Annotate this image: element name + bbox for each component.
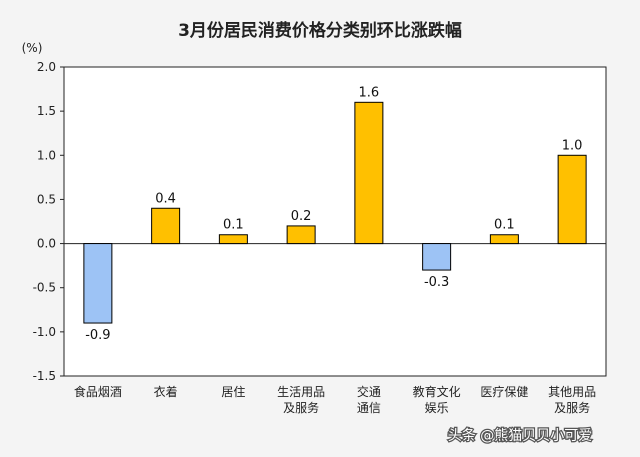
data-label: 0.1 xyxy=(223,218,244,233)
plot-area xyxy=(63,66,607,377)
data-label: -0.9 xyxy=(85,328,110,343)
bar xyxy=(489,234,519,245)
category-label: 居住 xyxy=(221,385,245,399)
bar xyxy=(557,154,587,245)
y-tick-label: 0.5 xyxy=(37,192,56,206)
data-label: 0.1 xyxy=(494,218,515,233)
y-tick-label: 2.0 xyxy=(37,60,56,74)
bar xyxy=(151,207,181,245)
category-label: 及服务 xyxy=(283,400,319,415)
y-tick-label: -1.5 xyxy=(33,369,56,383)
y-tick-label: 0.0 xyxy=(37,237,56,251)
bar xyxy=(286,225,316,245)
category-label: 及服务 xyxy=(554,400,590,415)
watermark-text: 头条 @熊猫贝贝小可爱 xyxy=(448,427,592,444)
data-label: 0.4 xyxy=(155,191,176,206)
y-tick-label: -0.5 xyxy=(33,281,56,295)
y-tick-label: 1.0 xyxy=(37,148,56,162)
category-label: 交通 xyxy=(357,384,381,399)
bar xyxy=(83,243,113,324)
bar xyxy=(354,101,384,245)
bar xyxy=(422,243,452,271)
data-label: 0.2 xyxy=(291,209,312,224)
data-label: 1.6 xyxy=(359,85,380,100)
chart-title: 3月份居民消费价格分类别环比涨跌幅 xyxy=(178,20,462,41)
watermark: 头条 @熊猫贝贝小可爱 xyxy=(447,426,594,446)
data-label: 1.0 xyxy=(562,138,583,153)
y-axis-unit: (%) xyxy=(22,41,43,55)
category-label: 食品烟酒 xyxy=(74,384,122,399)
category-label: 生活用品 xyxy=(277,385,325,399)
y-tick-label: 1.5 xyxy=(37,104,56,118)
y-tick-label: -1.0 xyxy=(33,325,56,339)
category-label: 其他用品 xyxy=(548,385,596,399)
category-label: 医疗保健 xyxy=(480,385,528,399)
category-label: 娱乐 xyxy=(425,401,449,415)
category-label: 通信 xyxy=(357,401,381,415)
bars: -0.9 0.4 0.1 0.2 1.6 -0.3 0.1 1.0 xyxy=(83,85,587,343)
data-label: -0.3 xyxy=(424,275,449,290)
category-label: 衣着 xyxy=(154,384,178,399)
category-label: 教育文化 xyxy=(413,384,461,399)
bar xyxy=(218,234,248,245)
